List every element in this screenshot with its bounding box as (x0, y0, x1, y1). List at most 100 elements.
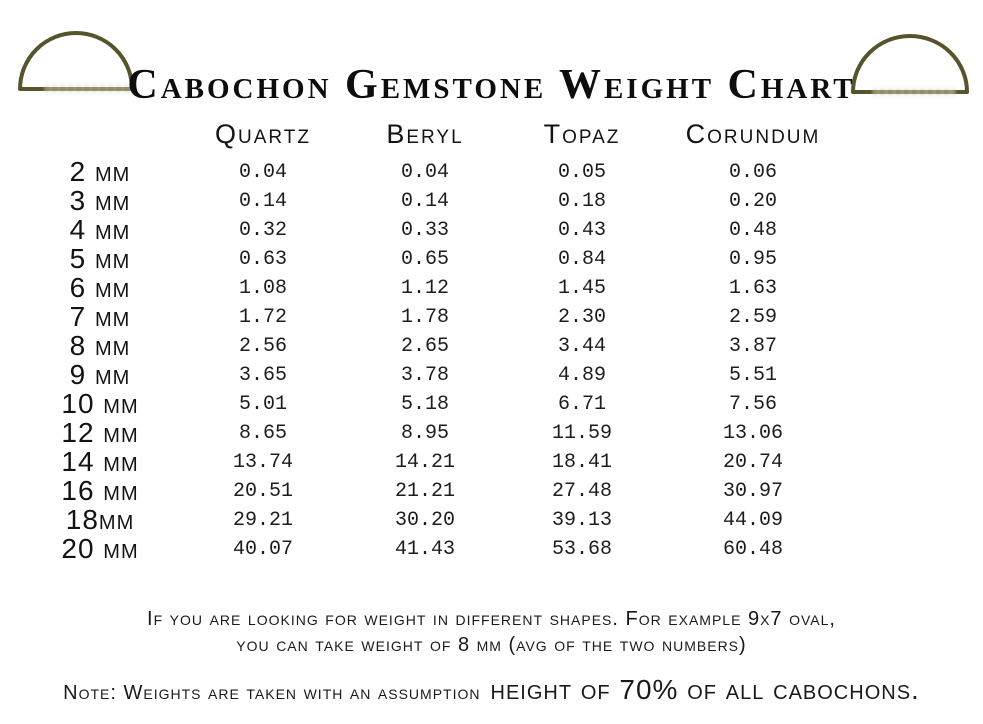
weight-value: 2.56 (238, 334, 287, 358)
weight-value: 4.89 (557, 363, 606, 387)
bottom-note: Note: Weights are taken with an assumpti… (0, 674, 983, 706)
weight-value: 0.43 (557, 218, 606, 242)
weight-value: 20.51 (232, 479, 293, 503)
weight-value: 21.21 (394, 479, 455, 503)
table-row: 2 mm 0.04 0.04 0.05 0.06 (20, 156, 846, 187)
column-header-corundum: Corundum (685, 118, 821, 149)
weight-value: 0.04 (238, 160, 287, 184)
weight-value: 8.65 (238, 421, 287, 445)
weight-value: 60.48 (722, 537, 783, 561)
weight-value: 0.20 (728, 189, 777, 213)
weight-value: 1.63 (728, 276, 777, 300)
row-size-label: 14 mm (61, 446, 139, 477)
weight-value: 3.44 (557, 334, 606, 358)
column-header-beryl: Beryl (386, 118, 464, 149)
cabochon-dome-icon (851, 34, 969, 94)
table-row: 3 mm 0.14 0.14 0.18 0.20 (20, 185, 846, 216)
weight-value: 53.68 (551, 537, 612, 561)
row-size-label: 2 mm (69, 156, 131, 187)
weight-value: 2.30 (557, 305, 606, 329)
weight-value: 13.06 (722, 421, 783, 445)
row-size-label: 6 mm (69, 272, 131, 303)
weight-value: 1.45 (557, 276, 606, 300)
weight-value: 40.07 (232, 537, 293, 561)
watermark-right (872, 88, 956, 96)
weight-value: 30.97 (722, 479, 783, 503)
weight-value: 0.33 (400, 218, 449, 242)
weight-value: 1.08 (238, 276, 287, 300)
weight-value: 20.74 (722, 450, 783, 474)
table-row: 14 mm 13.74 14.21 18.41 20.74 (20, 446, 846, 477)
weight-value: 44.09 (722, 508, 783, 532)
weight-value: 7.56 (728, 392, 777, 416)
weight-value: 2.59 (728, 305, 777, 329)
weight-value: 3.78 (400, 363, 449, 387)
row-size-label: 8 mm (69, 330, 131, 361)
weight-value: 3.65 (238, 363, 287, 387)
table-row: 8 mm 2.56 2.65 3.44 3.87 (20, 330, 846, 361)
row-size-label: 16 mm (61, 475, 139, 506)
weight-value: 0.95 (728, 247, 777, 271)
table-row: 4 mm 0.32 0.33 0.43 0.48 (20, 214, 846, 245)
table-row: 6 mm 1.08 1.12 1.45 1.63 (20, 272, 846, 303)
watermark-left (44, 85, 138, 93)
weight-value: 30.20 (394, 508, 455, 532)
shape-note-line2: you can take weight of 8 mm (avg of the … (236, 634, 747, 656)
table-header-row: Quartz Beryl Topaz Corundum (20, 112, 846, 156)
weight-value: 18.41 (551, 450, 612, 474)
weight-value: 3.87 (728, 334, 777, 358)
weight-value: 0.06 (728, 160, 777, 184)
bottom-note-prefix: Note: Weights are taken with an assumpti… (63, 682, 481, 704)
weight-value: 2.65 (400, 334, 449, 358)
weight-value: 1.78 (400, 305, 449, 329)
weight-value: 41.43 (394, 537, 455, 561)
weight-value: 0.14 (238, 189, 287, 213)
weight-value: 0.18 (557, 189, 606, 213)
page-title: Cabochon Gemstone Weight Chart (127, 62, 856, 109)
row-size-label: 3 mm (69, 185, 131, 216)
weight-value: 6.71 (557, 392, 606, 416)
weight-value: 0.48 (728, 218, 777, 242)
table-row: 9 mm 3.65 3.78 4.89 5.51 (20, 359, 846, 390)
table-row: 5 mm 0.63 0.65 0.84 0.95 (20, 243, 846, 274)
cabochon-dome-shape (18, 31, 134, 91)
table-body: 2 mm 0.04 0.04 0.05 0.06 3 mm 0.14 0.14 0.18 0.20… (20, 156, 846, 564)
weight-value: 27.48 (551, 479, 612, 503)
row-size-label: 7 mm (69, 301, 131, 332)
row-size-label: 18mm (65, 504, 135, 535)
weight-value: 11.59 (551, 421, 612, 445)
weight-value: 0.05 (557, 160, 606, 184)
column-header-topaz: Topaz (543, 118, 621, 149)
row-size-label: 10 mm (61, 388, 139, 419)
row-size-label: 4 mm (69, 214, 131, 245)
weight-value: 0.65 (400, 247, 449, 271)
table-row: 18mm 29.21 30.20 39.13 44.09 (20, 504, 846, 535)
weight-value: 0.63 (238, 247, 287, 271)
table-row: 7 mm 1.72 1.78 2.30 2.59 (20, 301, 846, 332)
weight-value: 8.95 (400, 421, 449, 445)
weight-value: 0.14 (400, 189, 449, 213)
table-row: 16 mm 20.51 21.21 27.48 30.97 (20, 475, 846, 506)
weight-value: 1.72 (238, 305, 287, 329)
row-size-label: 12 mm (61, 417, 139, 448)
weight-value: 0.32 (238, 218, 287, 242)
cabochon-dome-icon (18, 31, 134, 91)
table-row: 12 mm 8.65 8.95 11.59 13.06 (20, 417, 846, 448)
shape-note-line1: If you are looking for weight in differe… (147, 608, 836, 630)
weight-value: 14.21 (394, 450, 455, 474)
row-size-label: 5 mm (69, 243, 131, 274)
weight-table: Quartz Beryl Topaz Corundum 2 mm 0.04 0.04 0.0… (20, 112, 846, 565)
weight-value: 29.21 (232, 508, 293, 532)
bottom-note-emphasis: height of 70% of all cabochons. (490, 674, 920, 705)
weight-value: 5.51 (728, 363, 777, 387)
weight-value: 0.84 (557, 247, 606, 271)
weight-value: 5.01 (238, 392, 287, 416)
row-size-label: 20 mm (61, 533, 139, 564)
column-header-quartz: Quartz (215, 118, 311, 149)
weight-value: 0.04 (400, 160, 449, 184)
weight-value: 1.12 (400, 276, 449, 300)
weight-value: 5.18 (400, 392, 449, 416)
table-row: 10 mm 5.01 5.18 6.71 7.56 (20, 388, 846, 419)
table-row: 20 mm 40.07 41.43 53.68 60.48 (20, 533, 846, 564)
